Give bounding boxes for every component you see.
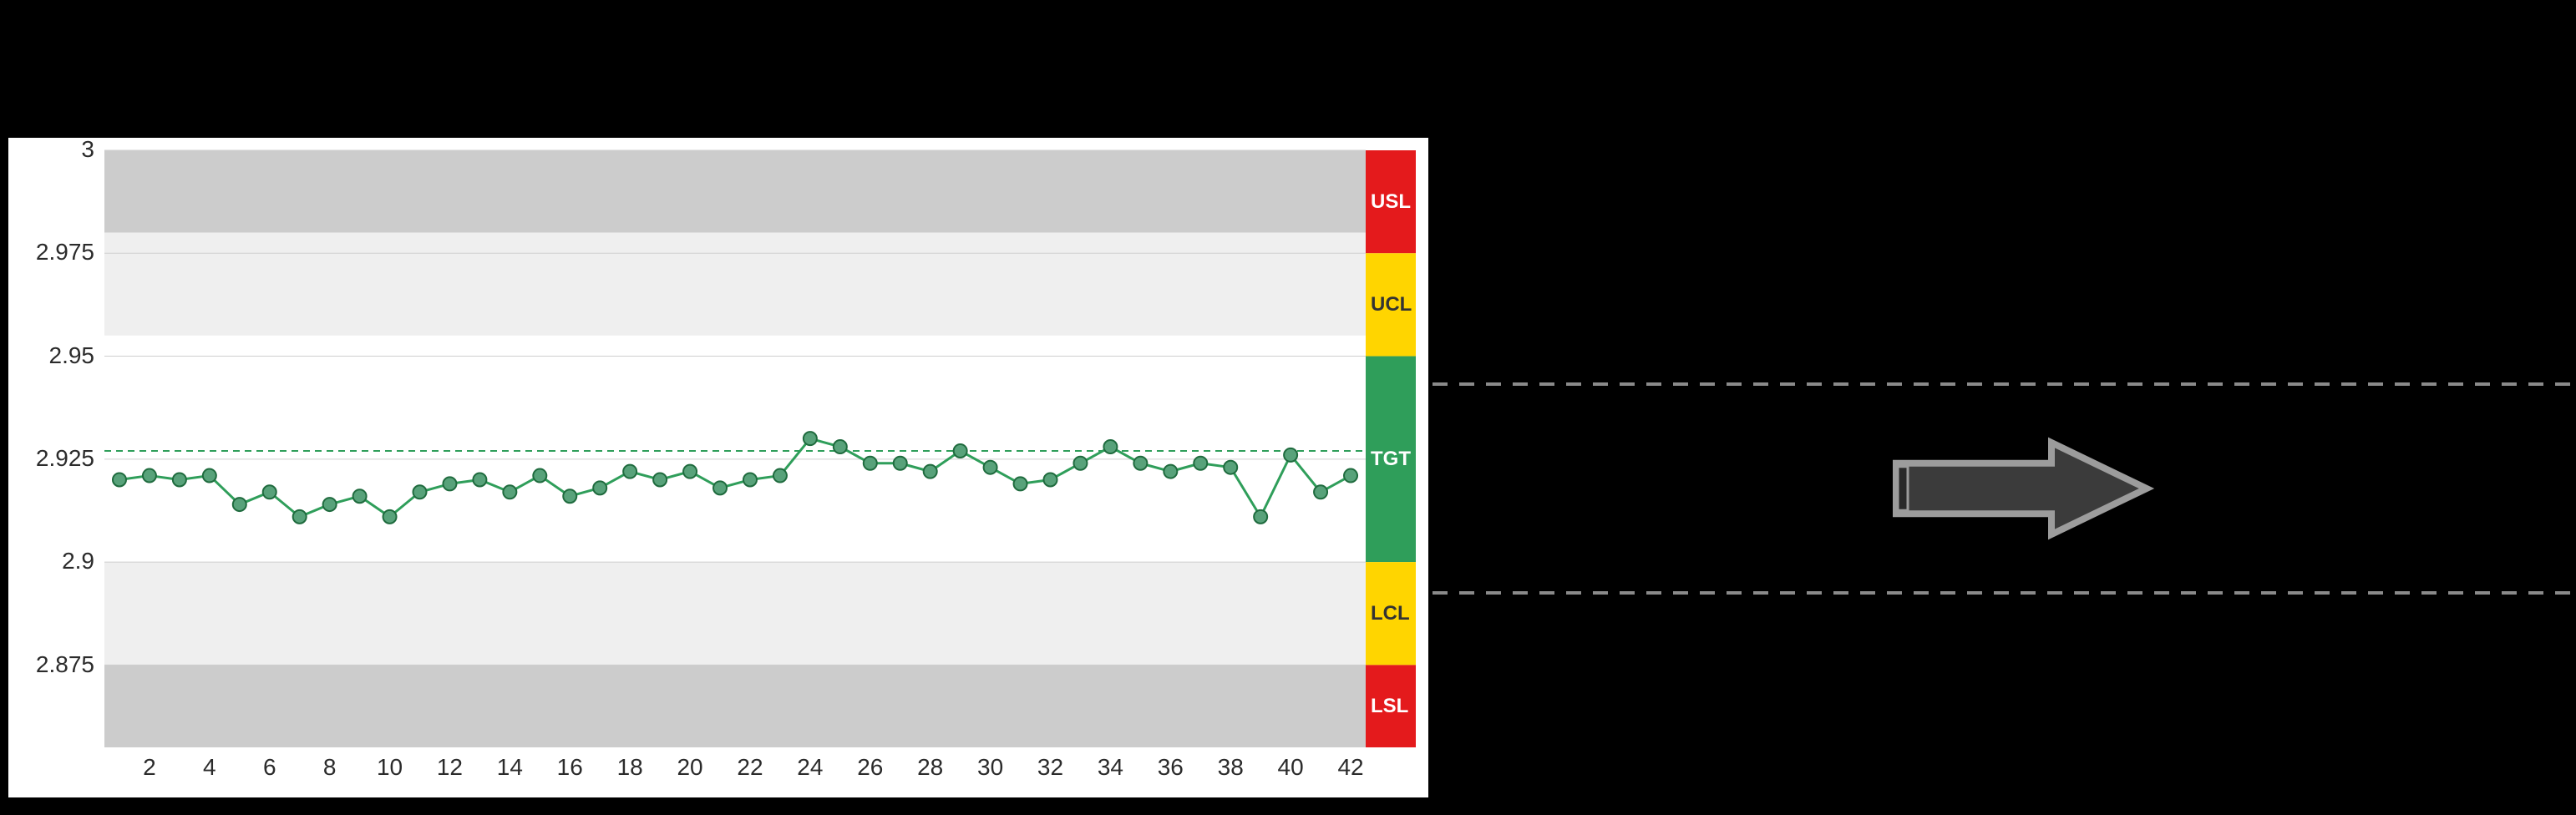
arrow-icon (1896, 443, 2147, 534)
page-root: 2.8752.92.9252.952.9753 2468101214161820… (0, 0, 2576, 815)
schematic-overlay (0, 0, 2576, 815)
arrow-tail-notch (1898, 467, 1908, 511)
